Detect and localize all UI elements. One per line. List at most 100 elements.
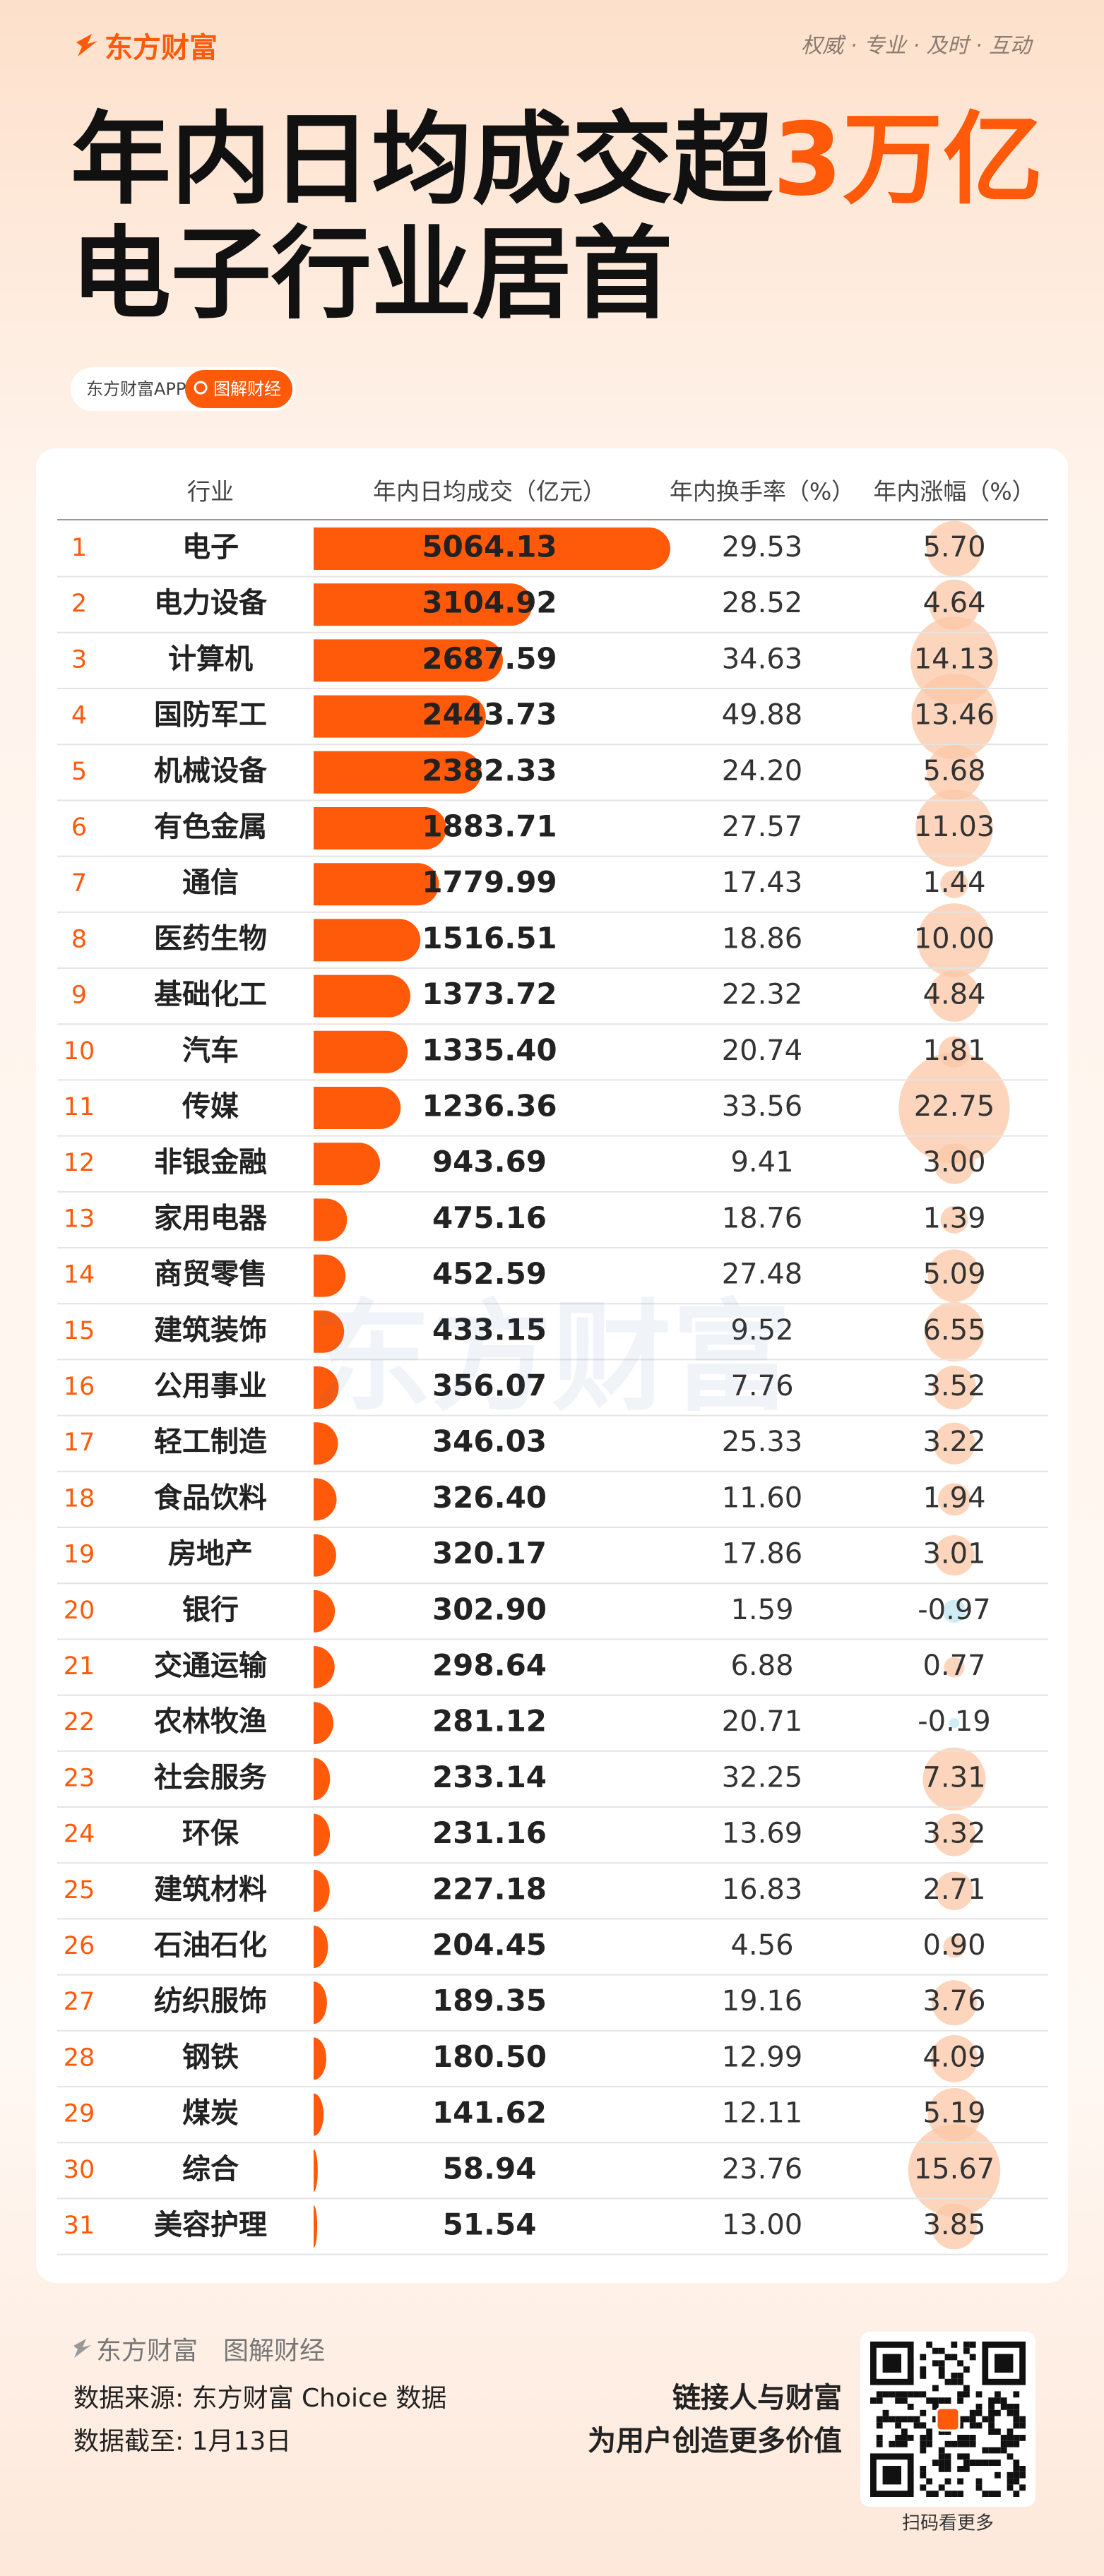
turnover-label: 302.90 (432, 1592, 547, 1626)
turnover-rate: 27.48 (722, 1258, 803, 1291)
change-label: 5.70 (922, 531, 985, 564)
qr-cell (975, 2391, 983, 2398)
qr-cell (944, 2440, 951, 2447)
tag-label: 图解财经 (213, 379, 281, 399)
qr-cell (895, 2397, 901, 2404)
qr-cell (975, 2459, 983, 2466)
qr-cell (957, 2466, 963, 2472)
rank: 17 (64, 1429, 95, 1457)
turnover-rate: 18.86 (722, 922, 803, 955)
rank: 26 (64, 1932, 95, 1960)
turnover-label: 233.14 (432, 1760, 547, 1794)
turnover-label: 326.40 (432, 1480, 547, 1515)
qr-cell (1000, 2440, 1007, 2447)
qr-cell (975, 2478, 983, 2485)
qr-logo (935, 2407, 961, 2432)
qr-cell (1013, 2491, 1020, 2497)
industry: 建筑装饰 (154, 1314, 267, 1347)
turnover-label: 281.12 (432, 1704, 547, 1739)
watermark: 东方财富 (311, 1288, 792, 1428)
turnover-label: 231.16 (432, 1815, 547, 1850)
qr-cell (995, 2428, 1001, 2435)
bar (314, 1758, 331, 1801)
industry: 通信 (182, 866, 239, 899)
qr-cell (889, 2440, 896, 2447)
change-bubble (928, 970, 980, 1022)
change-bubble (944, 1657, 965, 1678)
qr-cell (969, 2422, 976, 2429)
qr-cell (1007, 2428, 1014, 2435)
qr-cell (920, 2422, 927, 2429)
change-label: 3.85 (922, 2209, 985, 2241)
qr-cell (895, 2422, 901, 2429)
change-bubble (949, 1718, 960, 1729)
qr-cell (944, 2478, 951, 2485)
qr-cell (938, 2366, 945, 2373)
qr-cell (944, 2453, 951, 2460)
rank: 28 (64, 2044, 95, 2072)
qr-cell (957, 2453, 963, 2460)
qr-cell (926, 2428, 932, 2435)
bar (314, 1366, 339, 1409)
qr-cell (969, 2342, 976, 2348)
qr-cell (1013, 2391, 1020, 2398)
qr-cell (901, 2435, 908, 2441)
qr-cell (932, 2397, 939, 2404)
qr-cell (951, 2342, 958, 2348)
turnover-label: 320.17 (432, 1536, 547, 1570)
qr-cell (988, 2422, 995, 2429)
qr-cell (920, 2440, 927, 2447)
qr-cell (1013, 2409, 1020, 2416)
qr-cell (975, 2484, 983, 2491)
qr-cell (957, 2360, 963, 2367)
bar (314, 751, 482, 794)
rank: 15 (64, 1317, 95, 1345)
turnover-label: 1236.36 (422, 1089, 557, 1123)
qr-cell (944, 2397, 951, 2404)
qr-cell (895, 2416, 901, 2423)
qr-cell (988, 2409, 995, 2416)
qr-cell (913, 2416, 920, 2423)
industry: 煤炭 (182, 2097, 239, 2130)
qr-cell (988, 2416, 995, 2423)
column-header: 年内日均成交（亿元） (373, 478, 606, 506)
rank: 10 (64, 1037, 95, 1066)
bar (314, 1030, 408, 1073)
bar (314, 527, 670, 570)
turnover-rate: 22.32 (722, 979, 803, 1011)
qr-cell (895, 2435, 901, 2441)
turnover-rate: 12.99 (722, 2041, 803, 2073)
industry: 石油石化 (154, 1929, 267, 1962)
column-header: 行业 (187, 478, 234, 506)
bar (314, 1534, 336, 1577)
turnover-label: 2443.73 (422, 697, 557, 732)
qr-cell (901, 2428, 908, 2435)
qr-cell (988, 2397, 995, 2404)
bar (314, 1646, 335, 1688)
qr-cell (938, 2347, 945, 2354)
footer-slogan: 链接人与财富 (672, 2382, 842, 2414)
turnover-rate: 29.53 (722, 531, 803, 564)
qr-cell (1000, 2435, 1007, 2441)
qr-cell (907, 2416, 914, 2423)
change-bubble (932, 1366, 976, 1409)
turnover-label: 943.69 (432, 1145, 547, 1179)
qr-cell (932, 2416, 939, 2423)
turnover-rate: 49.88 (722, 699, 803, 732)
turnover-rate: 17.86 (722, 1538, 803, 1570)
qr-cell (995, 2471, 1001, 2479)
qr-cell (951, 2491, 958, 2497)
turnover-label: 227.18 (432, 1871, 547, 1906)
qr-cell (975, 2409, 983, 2416)
qr-cell (932, 2360, 939, 2367)
industry: 钢铁 (182, 2041, 239, 2073)
change-bubble (931, 2203, 978, 2250)
turnover-rate: 1.59 (730, 1594, 793, 1626)
qr-cell (926, 2435, 932, 2441)
qr-cell (1013, 2440, 1020, 2447)
qr-cell (957, 2440, 963, 2447)
qr-finder (882, 2354, 901, 2373)
qr-cell (913, 2422, 920, 2429)
change-bubble (915, 789, 993, 867)
change-bubble (911, 674, 997, 760)
